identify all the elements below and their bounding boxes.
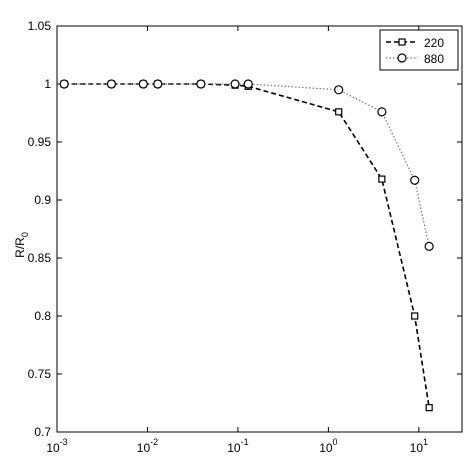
- x-tick-label: 10-1: [227, 437, 248, 455]
- x-tick-base: 10: [227, 441, 241, 455]
- y-tick-label: 1.05: [28, 19, 52, 33]
- marker: [378, 175, 386, 183]
- marker: [138, 79, 148, 89]
- marker: [106, 79, 117, 89]
- y-axis-label-sub: 0: [20, 232, 30, 237]
- y-tick-label: 0.9: [34, 193, 51, 207]
- x-tick-base: 10: [46, 441, 60, 455]
- marker: [59, 79, 69, 89]
- marker: [424, 241, 434, 251]
- y-tick-label: 0.95: [28, 135, 52, 149]
- plot-frame: [56, 25, 463, 433]
- marker: [243, 79, 253, 89]
- marker: [410, 175, 420, 185]
- x-tick-exponent: -1: [241, 437, 249, 447]
- x-tick-label: 10-3: [46, 437, 67, 455]
- x-tick-base: 10: [137, 441, 151, 455]
- marker: [153, 79, 163, 89]
- x-tick-label: 10-2: [137, 437, 158, 455]
- y-tick-label: 0.75: [28, 367, 52, 381]
- x-tick-base: 10: [319, 441, 333, 455]
- x-tick-base: 10: [410, 441, 424, 455]
- legend-label: 880: [424, 52, 444, 66]
- y-tick-label: 0.8: [34, 309, 51, 323]
- x-tick-exponent: 0: [333, 437, 338, 447]
- marker: [334, 85, 344, 95]
- marker: [230, 79, 240, 89]
- marker: [335, 108, 343, 116]
- marker: [425, 404, 433, 412]
- x-tick-exponent: -2: [150, 437, 158, 447]
- marker: [196, 79, 206, 89]
- y-tick-label: 0.7: [34, 425, 51, 439]
- y-axis-label-main: R/R: [13, 237, 27, 258]
- legend-marker: [397, 53, 407, 63]
- legend-label: 220: [424, 36, 444, 50]
- x-tick-exponent: -3: [60, 437, 68, 447]
- y-axis-label: R/R0: [13, 232, 30, 258]
- marker: [377, 107, 387, 117]
- x-tick-label: 101: [410, 437, 428, 455]
- y-tick-label: 0.85: [28, 251, 52, 265]
- legend-box: [379, 29, 459, 71]
- legend-marker: [398, 38, 406, 46]
- x-tick-exponent: 1: [423, 437, 428, 447]
- marker: [411, 312, 419, 320]
- x-tick-label: 100: [319, 437, 337, 455]
- y-tick-label: 1: [44, 77, 51, 91]
